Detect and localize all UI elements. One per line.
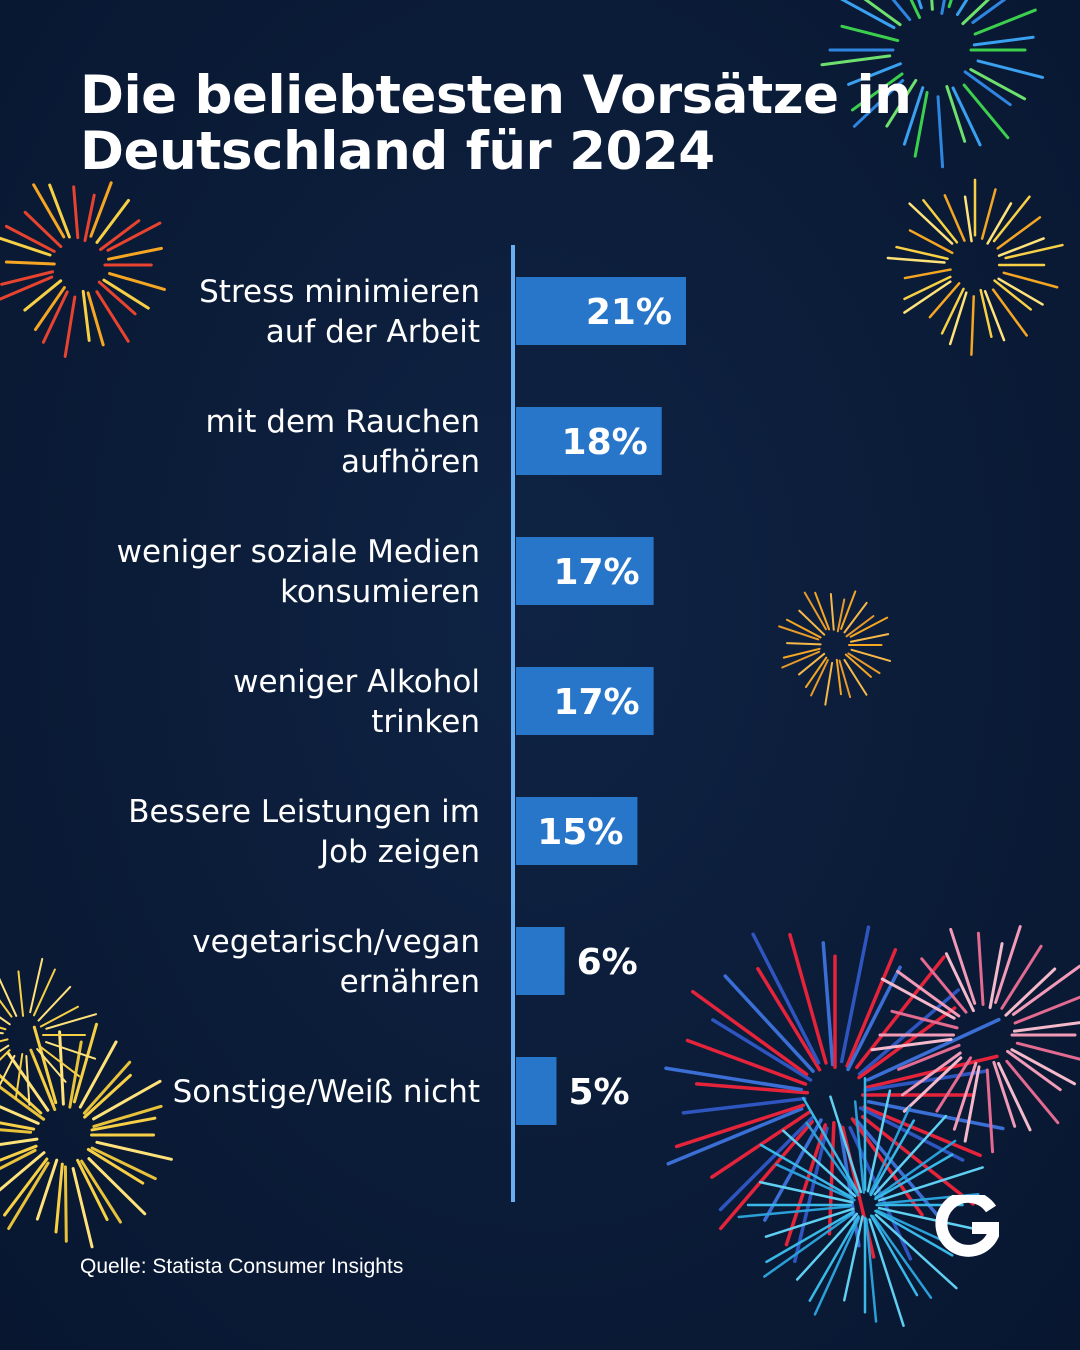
category-label: ernähren xyxy=(340,964,480,1000)
bar xyxy=(516,277,686,345)
firework-burst xyxy=(778,590,892,706)
category-label: konsumieren xyxy=(280,574,480,610)
category-label: Job zeigen xyxy=(318,834,480,870)
category-label: Bessere Leistungen im xyxy=(128,794,480,830)
data-label: 15% xyxy=(537,812,623,853)
firework-burst xyxy=(0,957,98,1107)
category-label: aufhören xyxy=(341,444,480,480)
firework-burst xyxy=(0,181,166,358)
category-label: vegetarisch/vegan xyxy=(192,924,480,960)
firework-burst xyxy=(870,925,1080,1154)
category-label: mit dem Rauchen xyxy=(205,404,480,440)
category-label: Sonstige/Weiß nicht xyxy=(173,1074,480,1110)
category-label: trinken xyxy=(371,704,480,740)
data-label: 17% xyxy=(553,682,639,723)
category-label: weniger Alkohol xyxy=(233,664,480,700)
category-label: weniger soziale Medien xyxy=(117,534,480,570)
bar xyxy=(516,797,638,865)
source-note: Quelle: Statista Consumer Insights xyxy=(80,1255,404,1278)
data-label: 6% xyxy=(577,942,638,983)
firework-burst xyxy=(820,0,1045,169)
bar xyxy=(516,667,654,735)
title-line-2: Deutschland für 2024 xyxy=(80,121,715,182)
category-label: auf der Arbeit xyxy=(266,314,480,350)
category-label: Stress minimieren xyxy=(199,274,480,310)
firework-burst xyxy=(886,178,1064,356)
title-line-1: Die beliebtesten Vorsätze in xyxy=(80,65,912,126)
bar xyxy=(516,537,654,605)
data-label: 17% xyxy=(553,552,639,593)
bar xyxy=(516,1057,557,1125)
data-label: 21% xyxy=(586,292,672,333)
firework-burst xyxy=(664,925,1005,1264)
brand-logo xyxy=(935,1195,999,1257)
data-label: 5% xyxy=(568,1072,629,1113)
page-title: Die beliebtesten Vorsätze in Deutschland… xyxy=(80,68,1040,180)
bar xyxy=(516,407,662,475)
bar xyxy=(516,927,565,995)
data-label: 18% xyxy=(562,422,648,463)
